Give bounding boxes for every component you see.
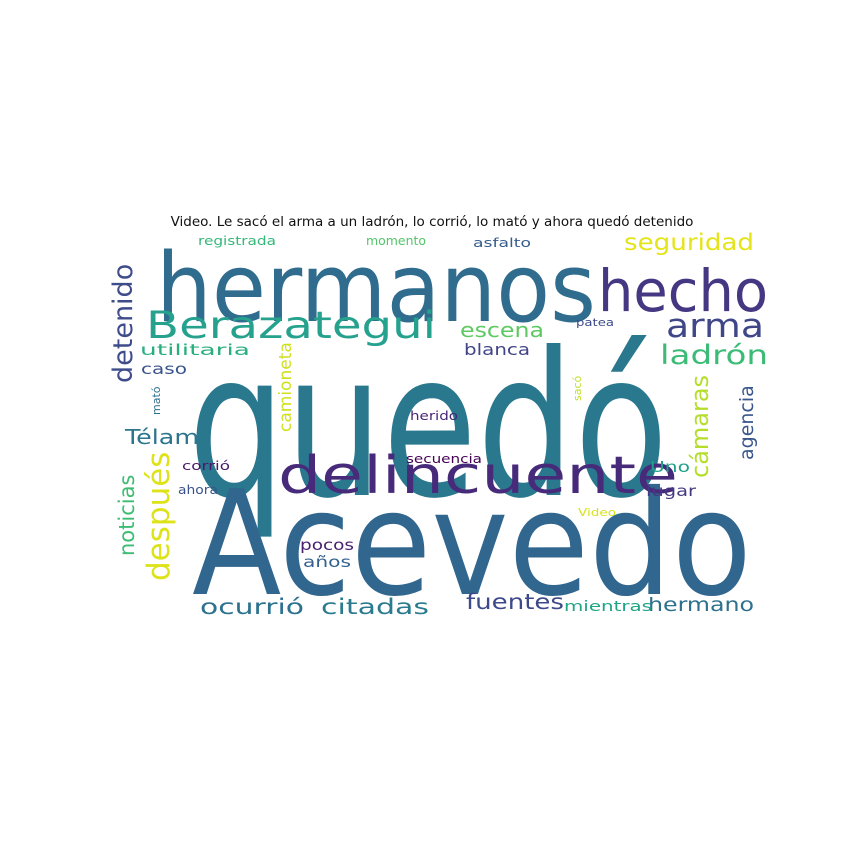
word-detenido: detenido [108,264,139,384]
word-asfalto: asfalto [473,236,531,250]
word-pocos: pocos [300,536,355,554]
word-ocurrio: ocurrió [200,595,305,619]
word-corrio: corrió [182,459,230,473]
word-blanca: blanca [464,340,531,359]
word-caso: caso [141,360,188,378]
word-agencia: agencia [736,385,758,460]
word-anos: años [303,553,351,571]
word-camaras: cámaras [686,375,714,479]
word-ladron: ladrón [660,340,769,371]
word-mientras: mientras [564,599,652,615]
word-queda: quedó [188,310,669,543]
word-hecho: hecho [598,257,769,325]
word-fuentes: fuentes [466,590,564,614]
word-telam: Télam [125,425,200,449]
word-hermano: hermano [648,594,755,616]
word-lugar: lugar [646,482,697,500]
word-delincuente: delincuente [278,446,678,506]
word-mato: mató [150,386,163,415]
word-patea: patea [576,316,615,329]
word-camioneta: camioneta [276,342,296,432]
word-acevedo: Acevedo [192,460,752,629]
word-registrada: registrada [198,234,276,248]
word-saco: sacó [571,376,584,402]
word-despues: después [141,452,177,582]
figure-title: Video. Le sacó el arma a un ladrón, lo c… [170,214,694,230]
word-momento: momento [366,234,427,248]
word-cloud: quedó Acevedo hermanos hecho delincuente… [108,230,768,632]
word-berazategui: Berazategui [146,304,437,347]
word-video: Video [578,506,617,519]
word-arma: arma [666,306,764,345]
word-secuencia: secuencia [406,452,482,466]
word-citadas: citadas [321,595,429,619]
word-herido: herido [410,409,459,423]
word-ahora: ahora [178,483,218,497]
word-noticias: noticias [115,475,139,557]
word-escena: escena [460,318,545,342]
word-seguridad: seguridad [624,230,755,256]
word-uno: Uno [650,458,690,476]
word-hermanos: hermanos [156,234,596,344]
word-utilitaria: utilitaria [140,341,250,359]
